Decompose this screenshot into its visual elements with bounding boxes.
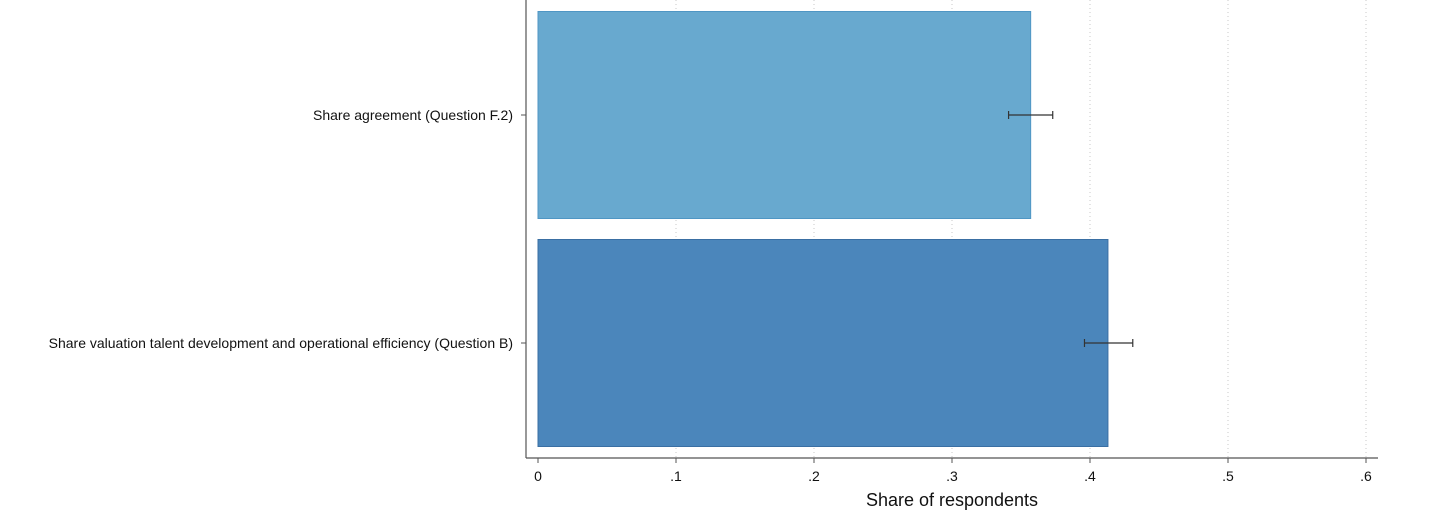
axes — [521, 0, 1378, 463]
x-tick-label-0: 0 — [534, 468, 542, 484]
bars — [537, 11, 1109, 447]
x-axis-title: Share of respondents — [866, 490, 1038, 510]
x-tick-label-6: .6 — [1360, 468, 1372, 484]
x-tick-label-3: .3 — [946, 468, 958, 484]
error-bar-1 — [1083, 339, 1134, 347]
x-tick-label-5: .5 — [1222, 468, 1234, 484]
x-tick-label-2: .2 — [808, 468, 820, 484]
error-bar-0 — [1007, 111, 1054, 119]
category-label-1: Share valuation talent development and o… — [49, 335, 513, 351]
error-bars — [1007, 111, 1134, 347]
x-tick-label-1: .1 — [670, 468, 682, 484]
bar-0 — [537, 11, 1032, 219]
x-tick-label-4: .4 — [1084, 468, 1096, 484]
category-label-0: Share agreement (Question F.2) — [313, 107, 513, 123]
labels: 0 .1 .2 .3 .4 .5 .6 Share agreement (Question F… — [49, 107, 1372, 484]
bar-1 — [537, 239, 1109, 447]
